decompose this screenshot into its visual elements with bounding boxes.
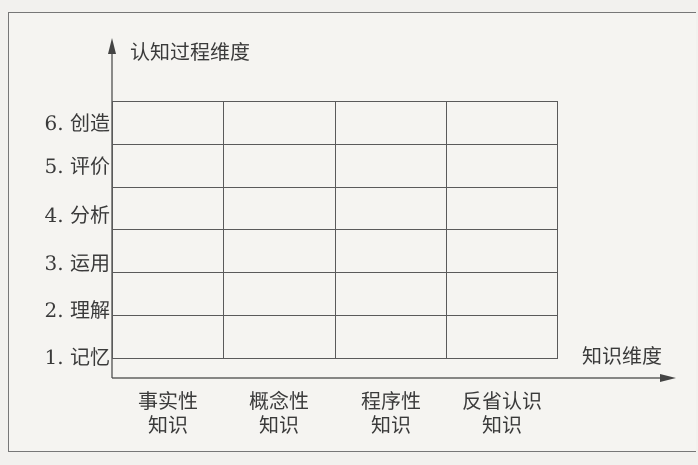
row-label-apply: 3. 运用 <box>44 251 110 275</box>
column-label-metacognitive: 反省认识 知识 <box>447 389 557 437</box>
row-label-understand: 2. 理解 <box>44 298 110 322</box>
grid-cell <box>335 273 447 317</box>
grid-cell <box>446 230 558 274</box>
x-axis-arrow <box>660 374 676 382</box>
column-label-line2: 知识 <box>148 413 188 437</box>
x-axis-title: 知识维度 <box>582 344 662 368</box>
grid-cell <box>113 187 225 231</box>
column-label-procedural: 程序性 知识 <box>336 389 446 437</box>
column-label-line2: 知识 <box>371 413 411 437</box>
column-label-line2: 知识 <box>482 413 522 437</box>
grid-cell <box>224 102 336 145</box>
row-label-create: 6. 创造 <box>44 111 110 135</box>
row-label-analyze: 4. 分析 <box>44 203 110 227</box>
column-label-line1: 程序性 <box>361 389 421 413</box>
grid-cell <box>113 144 225 188</box>
figure-frame <box>8 12 696 452</box>
row-label-remember: 1. 记忆 <box>44 345 110 369</box>
grid-cell <box>446 273 558 317</box>
column-label-conceptual: 概念性 知识 <box>224 389 334 437</box>
grid-cell <box>113 230 225 274</box>
grid-cell <box>113 102 225 145</box>
grid-cell <box>335 144 447 188</box>
grid-cell <box>335 102 447 145</box>
grid-cell <box>113 273 225 317</box>
grid-cell <box>446 144 558 188</box>
grid-cell <box>446 102 558 145</box>
column-label-line1: 概念性 <box>249 389 309 413</box>
grid-cell <box>335 230 447 274</box>
grid-cell <box>224 144 336 188</box>
grid-cell <box>446 187 558 231</box>
y-axis-title: 认知过程维度 <box>130 40 250 64</box>
column-label-line1: 反省认识 <box>462 389 542 413</box>
grid-cell <box>335 187 447 231</box>
column-label-line1: 事实性 <box>138 389 198 413</box>
grid-cell <box>224 230 336 274</box>
grid-cell <box>446 316 558 359</box>
grid-cell <box>224 316 336 359</box>
grid-cell <box>113 316 225 359</box>
matrix-grid <box>112 101 558 359</box>
column-label-factual: 事实性 知识 <box>113 389 223 437</box>
row-label-evaluate: 5. 评价 <box>44 154 110 178</box>
grid-cell <box>224 187 336 231</box>
grid-cell <box>335 316 447 359</box>
column-label-line2: 知识 <box>259 413 299 437</box>
grid-cell <box>224 273 336 317</box>
y-axis-arrow <box>108 38 116 54</box>
